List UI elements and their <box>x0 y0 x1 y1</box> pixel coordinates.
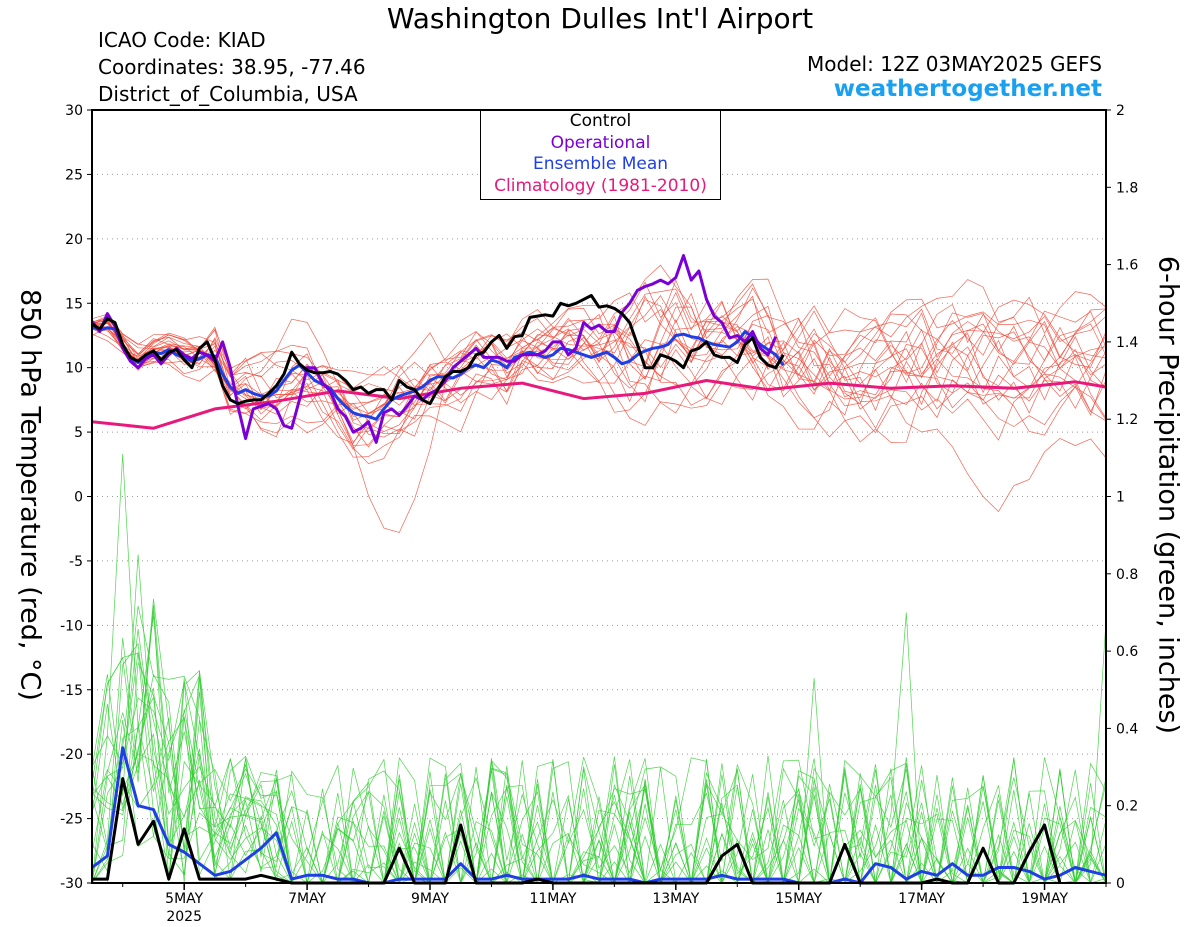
coordinates: Coordinates: 38.95, -77.46 <box>98 55 366 79</box>
x-tick-label: 11MAY <box>529 891 576 907</box>
grid-lines <box>92 173 1106 820</box>
x-tick-label: 15MAY <box>775 891 822 907</box>
y-left-tick-label: -5 <box>69 554 83 570</box>
x-tick-label: 5MAY <box>165 891 203 907</box>
y-right-tick-label: 1.8 <box>1116 180 1138 196</box>
axes: 302520151050-5-10-15-20-25-3021.81.61.41… <box>60 103 1138 925</box>
y-left-tick-label: 25 <box>65 167 83 183</box>
y-right-tick-label: 1.4 <box>1116 335 1138 351</box>
temp-member-line <box>91 278 1107 416</box>
chart-title: Washington Dulles Int'l Airport <box>386 2 814 35</box>
legend-control: Control <box>569 111 632 131</box>
legend-operational: Operational <box>550 132 651 153</box>
temp-member-line <box>91 298 1107 438</box>
y-left-tick-label: 20 <box>65 232 83 248</box>
y-right-tick-label: 1.6 <box>1116 258 1138 274</box>
legend-climatology: Climatology (1981-2010) <box>494 175 707 196</box>
y-right-tick-label: 0 <box>1116 876 1125 892</box>
temp-member-line <box>91 295 1107 444</box>
x-tick-label: 9MAY <box>411 891 449 907</box>
precip-member-line <box>91 554 1107 885</box>
temp-member-line <box>91 288 1107 420</box>
highlighted-series <box>90 254 1107 885</box>
y-left-tick-label: -25 <box>60 812 83 828</box>
y-right-tick-label: 1.2 <box>1116 412 1138 428</box>
y-right-tick-label: 0.4 <box>1116 721 1138 737</box>
temp-member-line <box>91 283 1107 441</box>
climatology-line <box>91 379 1107 430</box>
temp-member-line <box>91 292 1107 451</box>
temp-member-line <box>91 299 1107 533</box>
y-left-tick-label: 15 <box>65 296 83 312</box>
chart-legend: Control Operational Ensemble Mean Climat… <box>480 110 721 200</box>
x-tick-label: 19MAY <box>1021 891 1068 907</box>
x-year-label: 2025 <box>166 909 202 925</box>
precip-member-line <box>91 615 1107 885</box>
y-left-tick-label: 10 <box>65 361 83 377</box>
y-axis-left-label: 850 hPa Temperature (red, °C) <box>14 289 46 701</box>
precip-member-line <box>91 453 1107 885</box>
precip-member-line <box>91 629 1107 884</box>
temp-member-line <box>91 292 1107 513</box>
temp-member-line <box>91 317 1107 436</box>
temp-member-line <box>91 298 1107 444</box>
precip-member-line <box>91 610 1107 885</box>
y-left-tick-label: 5 <box>74 425 83 441</box>
precip-member-line <box>91 642 1107 885</box>
y-right-tick-label: 0.6 <box>1116 644 1138 660</box>
y-left-tick-label: -20 <box>60 747 83 763</box>
y-left-tick-label: 0 <box>74 490 83 506</box>
y-right-tick-label: 0.8 <box>1116 567 1138 583</box>
site-link[interactable]: weathertogether.net <box>833 76 1102 102</box>
y-right-tick-label: 2 <box>1116 103 1125 119</box>
y-left-tick-label: 30 <box>65 103 83 119</box>
precip-member-line <box>91 598 1107 885</box>
x-tick-label: 17MAY <box>898 891 945 907</box>
y-right-tick-label: 0.2 <box>1116 799 1138 815</box>
y-axis-right-label: 6-hour Precipitation (green, inches) <box>1152 255 1184 735</box>
x-tick-label: 13MAY <box>652 891 699 907</box>
y-left-tick-label: -15 <box>60 683 83 699</box>
x-tick-label: 7MAY <box>288 891 326 907</box>
temp-member-line <box>91 322 1107 438</box>
temp-control-line <box>91 294 785 406</box>
ensemble-members <box>91 264 1107 885</box>
temp-member-line <box>91 321 1107 438</box>
model-run: Model: 12Z 03MAY2025 GEFS <box>807 52 1102 76</box>
legend-mean: Ensemble Mean <box>532 154 669 174</box>
precip-mean-line <box>91 746 1107 885</box>
y-left-tick-label: -10 <box>60 618 83 634</box>
district: District_of_Columbia, USA <box>98 82 358 106</box>
icao-code: ICAO Code: KIAD <box>98 28 266 52</box>
y-left-tick-label: -30 <box>60 876 83 892</box>
y-right-tick-label: 1 <box>1116 490 1125 506</box>
temp-operational-line <box>90 254 778 444</box>
